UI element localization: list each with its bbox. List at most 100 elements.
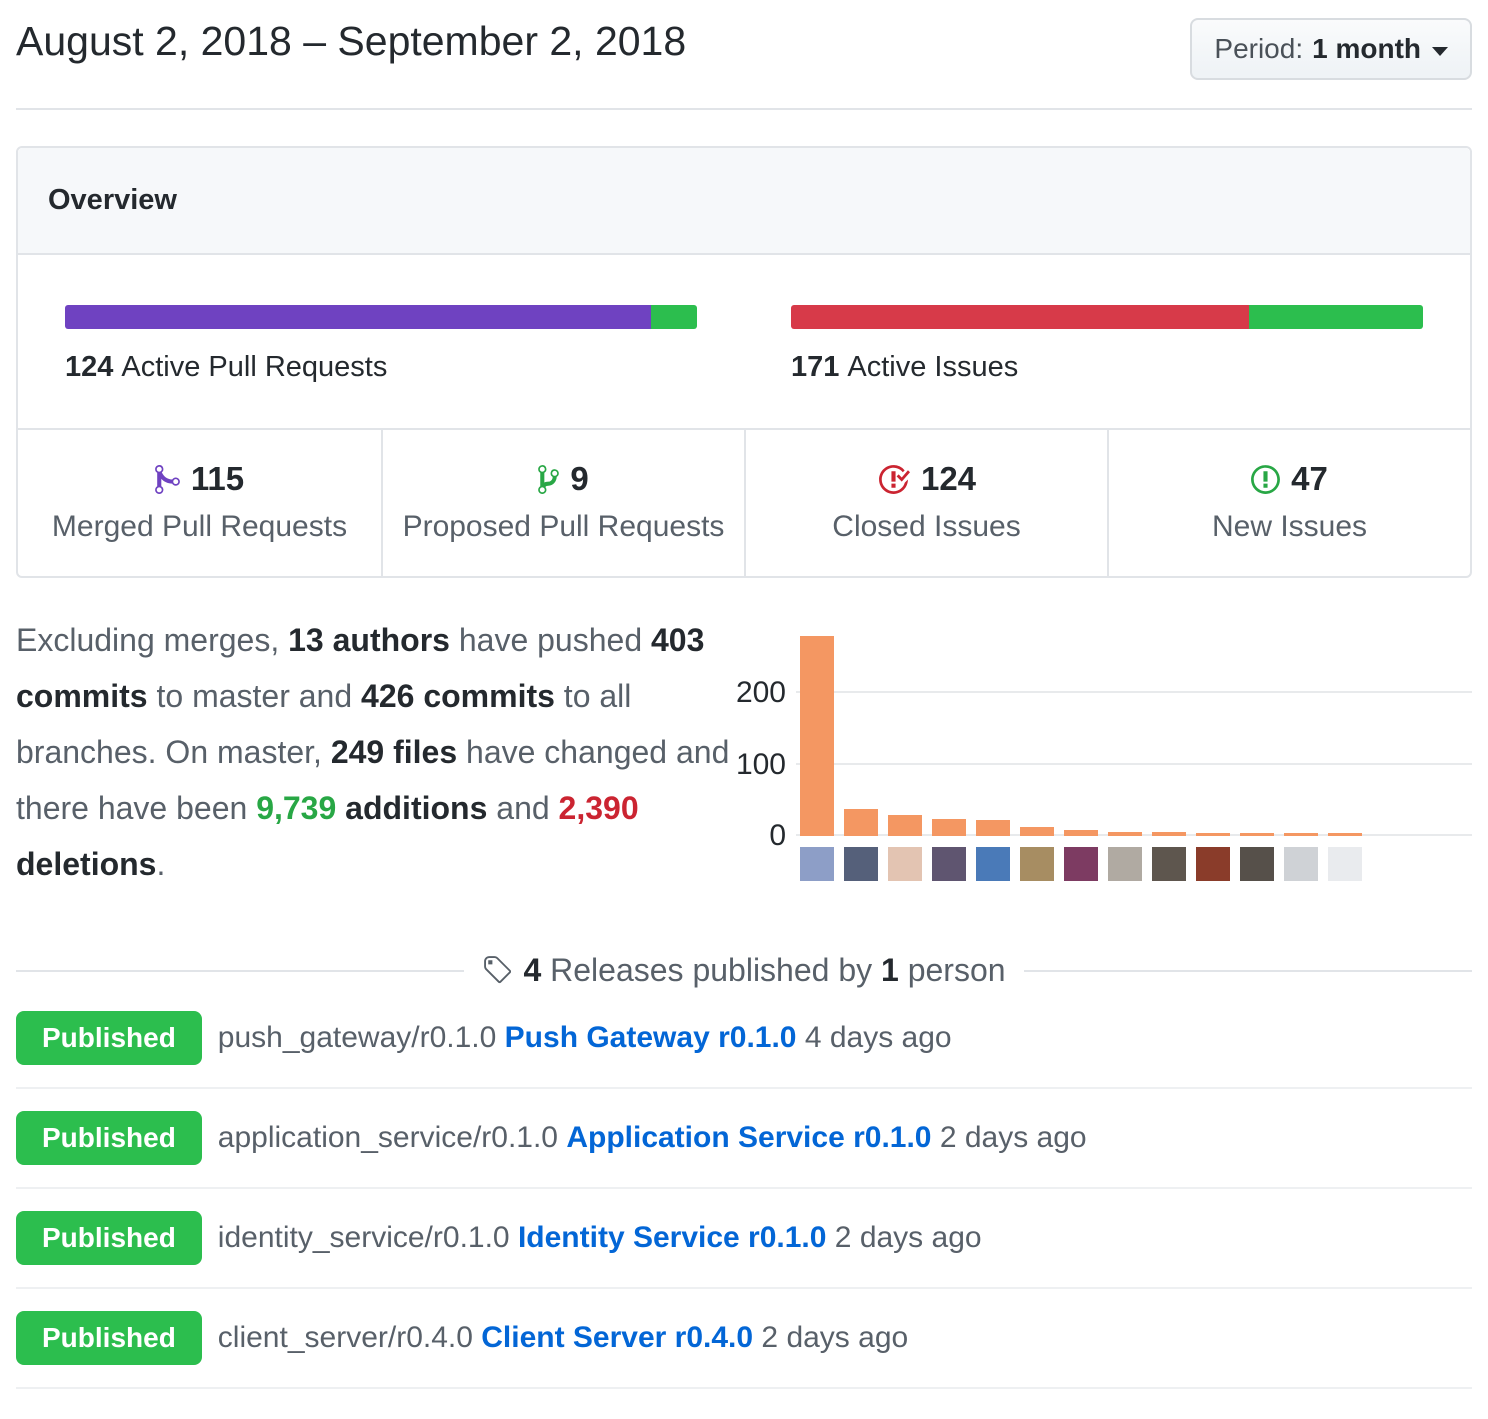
progress-section: 124 Active Pull Requests 171 Active Issues: [18, 255, 1470, 428]
author-avatar[interactable]: [888, 847, 922, 881]
commit-bar-author-03: [888, 814, 922, 836]
release-tag: identity_service/r0.1.0: [217, 1221, 518, 1254]
active-pull-requests-caption: 124 Active Pull Requests: [65, 351, 697, 384]
active-issues-label: Active Issues: [847, 351, 1019, 383]
closed-issues-label: Closed Issues: [832, 510, 1021, 543]
chart-ytick-label: 100: [735, 747, 786, 781]
author-avatar[interactable]: [1020, 847, 1054, 881]
commit-bar-author-01: [800, 635, 834, 836]
divider-line-left: [16, 969, 465, 972]
author-avatar[interactable]: [1152, 847, 1186, 881]
chart-gridline: [796, 691, 1472, 694]
author-avatar[interactable]: [976, 847, 1010, 881]
release-row: Published client_server/r0.4.0 Client Se…: [16, 1289, 1472, 1389]
author-avatar[interactable]: [1284, 847, 1318, 881]
commit-bar-author-11: [1240, 833, 1274, 836]
release-row: Published push_gateway/r0.1.0 Push Gatew…: [16, 989, 1472, 1089]
commit-bar-author-08: [1108, 831, 1142, 836]
issues-bar-new: [1249, 305, 1423, 329]
stat-merged-pull-requests[interactable]: 115 Merged Pull Requests: [18, 430, 381, 576]
issues-progress-col: 171 Active Issues: [744, 305, 1470, 384]
active-issues-count: 171: [791, 351, 840, 383]
git-branch-icon: [538, 464, 560, 494]
authors-count: 13 authors: [288, 622, 450, 658]
release-date: 2 days ago: [931, 1121, 1087, 1154]
overview-panel: Overview 124 Active Pull Requests 171 Acti…: [16, 146, 1472, 578]
git-merge-icon: [155, 464, 180, 494]
releases-count: 4: [523, 952, 542, 988]
commit-bar-author-09: [1152, 832, 1186, 836]
period-dropdown-button[interactable]: Period: 1 month: [1190, 18, 1472, 80]
active-issues-caption: 171 Active Issues: [791, 351, 1423, 384]
issues-bar-closed: [791, 305, 1250, 329]
release-link[interactable]: Client Server r0.4.0: [481, 1321, 754, 1354]
stat-closed-issues[interactable]: 124 Closed Issues: [744, 430, 1107, 576]
author-avatar[interactable]: [932, 847, 966, 881]
commit-summary-text: Excluding merges, 13 authors have pushed…: [16, 622, 730, 882]
commit-bar-author-13: [1328, 833, 1362, 836]
author-avatar[interactable]: [1328, 847, 1362, 881]
chart-y-axis: 0 100 200: [734, 622, 786, 852]
chart-gridline: [796, 762, 1472, 765]
release-date: 2 days ago: [753, 1321, 909, 1354]
author-avatar[interactable]: [1196, 847, 1230, 881]
stat-proposed-pull-requests[interactable]: 9 Proposed Pull Requests: [381, 430, 744, 576]
releases-person-count: 1: [881, 952, 899, 988]
pr-bar-proposed: [651, 305, 697, 329]
additions-count: 9,739: [256, 790, 337, 826]
commit-bar-author-07: [1064, 829, 1098, 836]
commit-bar-author-04: [932, 818, 966, 836]
author-avatar[interactable]: [1240, 847, 1274, 881]
chart-ytick-label: 0: [769, 819, 786, 852]
releases-section-heading: 4 Releases published by 1 person: [16, 952, 1472, 989]
merged-pr-label: Merged Pull Requests: [51, 510, 348, 543]
commit-bar-author-10: [1196, 833, 1230, 836]
pr-bar-merged: [65, 305, 652, 329]
published-badge: Published: [16, 1011, 202, 1065]
page-header: August 2, 2018 – September 2, 2018 Perio…: [16, 0, 1472, 110]
issue-opened-icon: [1251, 464, 1281, 494]
published-badge: Published: [16, 1211, 202, 1265]
author-avatar[interactable]: [1064, 847, 1098, 881]
activity-section: Excluding merges, 13 authors have pushed…: [16, 612, 1472, 892]
chart-ytick-label: 200: [735, 676, 786, 710]
chart-plot: [786, 622, 1472, 836]
chart-bars: [786, 622, 1472, 836]
merged-pr-count: 115: [190, 460, 245, 497]
release-tag: push_gateway/r0.1.0: [217, 1021, 505, 1054]
tag-icon: [484, 956, 512, 984]
published-badge: Published: [16, 1311, 202, 1365]
release-link[interactable]: Application Service r0.1.0: [566, 1121, 932, 1154]
published-badge: Published: [16, 1111, 202, 1165]
master-commits-count: 403 commits: [16, 622, 705, 714]
pull-requests-progress-bar: [65, 305, 697, 329]
closed-issues-count: 124: [920, 460, 977, 497]
overview-panel-title: Overview: [18, 148, 1470, 255]
active-pull-requests-label: Active Pull Requests: [121, 351, 388, 383]
period-value: 1 month: [1312, 33, 1421, 64]
release-date: 4 days ago: [796, 1021, 952, 1054]
author-avatar[interactable]: [844, 847, 878, 881]
author-avatar[interactable]: [800, 847, 834, 881]
issue-closed-icon: [879, 464, 910, 494]
new-issues-label: New Issues: [1211, 510, 1368, 543]
commits-per-author-chart: 0 100 200: [734, 612, 1472, 881]
chart-avatars: [800, 847, 1472, 881]
release-link[interactable]: Push Gateway r0.1.0: [504, 1021, 797, 1054]
new-issues-count: 47: [1291, 460, 1328, 497]
release-link[interactable]: Identity Service r0.1.0: [517, 1221, 827, 1254]
issues-progress-bar: [791, 305, 1423, 329]
author-avatar[interactable]: [1108, 847, 1142, 881]
divider-line-right: [1023, 969, 1472, 972]
stat-new-issues[interactable]: 47 New Issues: [1107, 430, 1470, 576]
files-changed-count: 249 files: [330, 734, 458, 770]
commit-bar-author-02: [844, 808, 878, 836]
period-label: Period:: [1214, 33, 1304, 64]
commit-bar-author-06: [1020, 826, 1054, 836]
deletions-count: 2,390: [558, 790, 639, 826]
proposed-pr-count: 9: [570, 460, 589, 497]
release-row: Published application_service/r0.1.0 App…: [16, 1089, 1472, 1189]
page-title: August 2, 2018 – September 2, 2018: [16, 18, 687, 64]
all-branches-commits-count: 426 commits: [361, 678, 555, 714]
